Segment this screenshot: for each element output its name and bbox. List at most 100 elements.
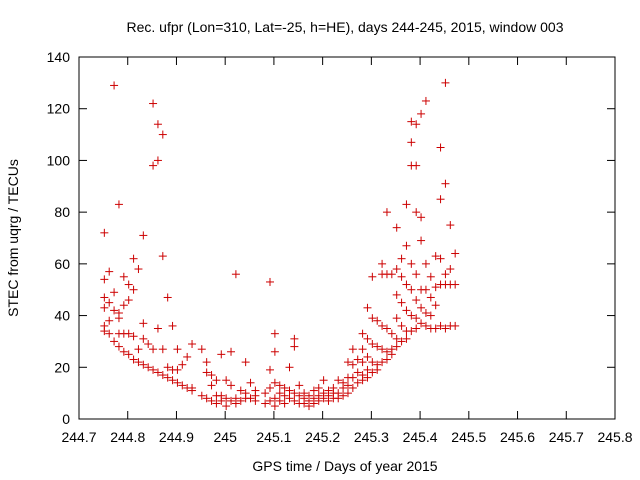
data-point: [270, 347, 279, 356]
x-tick-label: 244.9: [159, 429, 194, 445]
data-point: [441, 179, 450, 188]
x-axis-label: GPS time / Days of year 2015: [252, 458, 437, 474]
data-point: [275, 381, 284, 390]
data-point: [119, 347, 128, 356]
data-point: [129, 332, 138, 341]
data-point: [163, 293, 172, 302]
data-point: [129, 254, 138, 263]
data-point: [368, 340, 377, 349]
data-point: [363, 303, 372, 312]
data-point: [144, 340, 153, 349]
data-point: [426, 293, 435, 302]
x-tick-label: 245.1: [256, 429, 291, 445]
data-point: [412, 120, 421, 129]
data-point: [426, 272, 435, 281]
data-point: [275, 396, 284, 405]
data-point: [158, 252, 167, 261]
data-point: [163, 373, 172, 382]
data-point: [100, 293, 109, 302]
data-point: [358, 358, 367, 367]
data-point: [407, 259, 416, 268]
data-point: [358, 345, 367, 354]
data-point: [290, 342, 299, 351]
data-point: [227, 347, 236, 356]
data-point: [431, 324, 440, 333]
data-point: [114, 200, 123, 209]
data-point: [158, 345, 167, 354]
data-point: [119, 272, 128, 281]
data-point: [397, 272, 406, 281]
data-point: [266, 365, 275, 374]
data-point: [417, 303, 426, 312]
data-point: [149, 99, 158, 108]
data-point: [261, 389, 270, 398]
data-point: [421, 321, 430, 330]
data-point: [363, 334, 372, 343]
data-point: [334, 376, 343, 385]
y-axis-label: STEC from uqrg / TECUs: [5, 159, 21, 317]
data-point: [358, 376, 367, 385]
data-point: [266, 396, 275, 405]
data-point: [378, 345, 387, 354]
data-point: [110, 337, 119, 346]
data-point: [407, 311, 416, 320]
data-point: [368, 358, 377, 367]
data-point: [222, 394, 231, 403]
data-point: [290, 334, 299, 343]
data-point: [290, 389, 299, 398]
data-point: [446, 265, 455, 274]
data-point: [368, 272, 377, 281]
y-axis-ticks: 0 20 40 60 80 100 120 140: [47, 49, 615, 427]
data-point: [231, 399, 240, 408]
x-tick-label: 245.4: [403, 429, 438, 445]
data-point: [168, 321, 177, 330]
data-point: [431, 301, 440, 310]
data-point: [207, 381, 216, 390]
data-point: [373, 365, 382, 374]
data-point: [290, 396, 299, 405]
data-point: [368, 314, 377, 323]
data-point: [363, 352, 372, 361]
data-point: [168, 376, 177, 385]
data-point: [139, 231, 148, 240]
data-point: [412, 208, 421, 217]
data-point: [309, 399, 318, 408]
data-point: [392, 314, 401, 323]
data-point: [441, 78, 450, 87]
data-point: [358, 329, 367, 338]
data-point: [421, 308, 430, 317]
data-point: [202, 358, 211, 367]
data-point: [266, 383, 275, 392]
data-point: [270, 329, 279, 338]
y-tick-label: 40: [54, 308, 70, 324]
data-point: [188, 340, 197, 349]
data-point: [153, 324, 162, 333]
data-point: [124, 350, 133, 359]
data-point: [183, 352, 192, 361]
data-point: [392, 290, 401, 299]
data-point: [124, 329, 133, 338]
data-point: [382, 324, 391, 333]
data-point: [407, 285, 416, 294]
data-point: [387, 329, 396, 338]
data-point: [397, 298, 406, 307]
data-point: [207, 396, 216, 405]
data-point: [397, 254, 406, 263]
data-point: [285, 386, 294, 395]
data-point: [280, 399, 289, 408]
data-point: [446, 221, 455, 230]
data-point: [407, 117, 416, 126]
data-point: [451, 321, 460, 330]
data-point: [173, 345, 182, 354]
data-point: [412, 161, 421, 170]
data-point: [202, 394, 211, 403]
data-point: [421, 259, 430, 268]
data-point: [100, 327, 109, 336]
data-point: [334, 394, 343, 403]
data-point: [222, 376, 231, 385]
plot-frame: [78, 56, 616, 420]
data-point: [309, 386, 318, 395]
data-point: [212, 376, 221, 385]
data-point: [436, 195, 445, 204]
data-point: [110, 306, 119, 315]
